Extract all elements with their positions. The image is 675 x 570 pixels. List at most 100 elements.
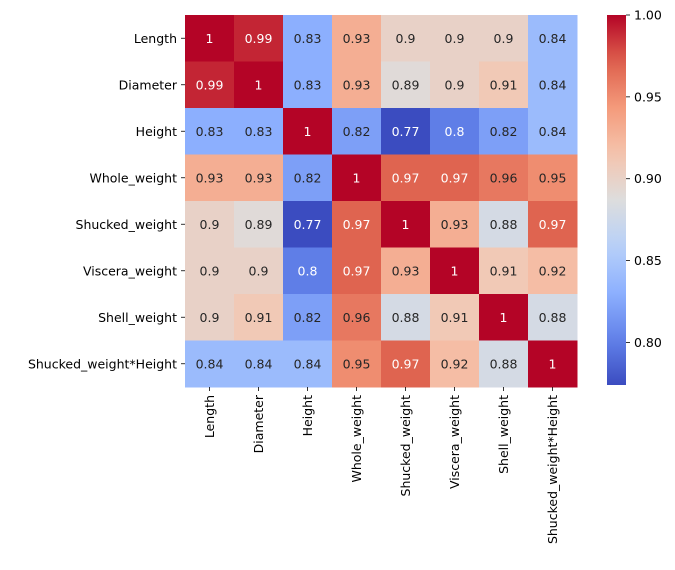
heatmap-cell — [234, 340, 284, 388]
cell-value-label: 0.88 — [392, 310, 420, 325]
colorbar: 0.80 0.85 0.90 0.95 1.00 — [607, 8, 662, 385]
cell-value-label: 0.9 — [200, 263, 220, 278]
heatmap-cell — [479, 201, 529, 248]
heatmap-cell — [430, 154, 480, 202]
cell-value-label: 0.82 — [343, 124, 371, 139]
row-label: Shell_weight — [98, 310, 177, 325]
column-label: Viscera_weight — [447, 395, 462, 489]
column-label: Diameter — [251, 394, 266, 453]
cell-value-label: 0.97 — [343, 217, 371, 232]
heatmap-cell — [479, 15, 529, 62]
cell-value-label: 0.88 — [539, 310, 567, 325]
cell-value-label: 0.88 — [490, 356, 518, 371]
heatmap-cell — [332, 61, 382, 109]
heatmap-cell — [430, 201, 480, 248]
row-label: Shucked_weight*Height — [28, 356, 177, 371]
cell-value-label: 0.89 — [245, 217, 273, 232]
colorbar-tick-label: 0.95 — [634, 89, 662, 104]
cell-value-label: 0.91 — [490, 77, 518, 92]
heatmap-cell — [283, 154, 333, 202]
cell-value-label: 0.95 — [343, 356, 371, 371]
heatmap-cell — [283, 108, 333, 155]
heatmap-cell — [234, 154, 284, 202]
heatmap-cell — [381, 15, 431, 62]
heatmap-cell — [381, 108, 431, 155]
cell-value-label: 0.97 — [539, 217, 567, 232]
heatmap-cell — [332, 340, 382, 388]
cell-value-label: 0.88 — [490, 217, 518, 232]
heatmap-cell — [185, 201, 235, 248]
cell-value-label: 0.92 — [441, 356, 469, 371]
heatmap-cell — [528, 294, 578, 341]
row-label: Length — [134, 31, 177, 46]
cell-value-label: 0.9 — [445, 77, 465, 92]
cell-value-label: 0.77 — [294, 217, 322, 232]
cell-value-label: 0.97 — [343, 263, 371, 278]
heatmap-cell — [528, 201, 578, 248]
column-label: Height — [300, 395, 315, 436]
cell-value-label: 0.99 — [196, 77, 224, 92]
heatmap-cell — [430, 340, 480, 388]
cell-value-label: 1 — [206, 31, 214, 46]
cell-value-label: 0.93 — [196, 170, 224, 185]
cell-value-label: 0.91 — [245, 310, 273, 325]
heatmap-cell — [528, 108, 578, 155]
cell-value-label: 0.97 — [392, 356, 420, 371]
cell-value-label: 0.82 — [294, 170, 322, 185]
heatmap-cell — [234, 61, 284, 109]
cell-value-label: 0.77 — [392, 124, 420, 139]
heatmap-cell — [381, 154, 431, 202]
heatmap-cell — [381, 247, 431, 295]
cell-value-label: 1 — [500, 310, 508, 325]
colorbar-tick-label: 0.90 — [634, 171, 662, 186]
row-label: Height — [136, 124, 177, 139]
heatmap-cell — [479, 108, 529, 155]
cell-value-label: 0.84 — [196, 356, 224, 371]
cell-value-label: 1 — [353, 170, 361, 185]
heatmap-cell — [283, 247, 333, 295]
cell-value-label: 0.82 — [490, 124, 518, 139]
heatmap-cell — [430, 294, 480, 341]
heatmap-cell — [185, 247, 235, 295]
cell-value-label: 0.93 — [343, 77, 371, 92]
heatmap-cell — [430, 61, 480, 109]
cell-value-label: 0.8 — [445, 124, 465, 139]
row-label: Whole_weight — [90, 170, 178, 185]
cell-value-label: 1 — [304, 124, 312, 139]
heatmap-cell — [528, 247, 578, 295]
colorbar-gradient — [607, 15, 626, 385]
row-labels: Length Diameter Height Whole_weight Shucked_… — [28, 31, 185, 371]
cell-value-label: 0.9 — [200, 310, 220, 325]
heatmap-cell — [185, 15, 235, 62]
cell-value-label: 0.8 — [298, 263, 318, 278]
heatmap-cell — [332, 154, 382, 202]
heatmap-cell — [332, 201, 382, 248]
heatmap-cell — [234, 201, 284, 248]
heatmap-cell — [528, 61, 578, 109]
colorbar-tick-label: 1.00 — [634, 8, 662, 23]
heatmap-cell — [528, 340, 578, 388]
cell-value-label: 1 — [402, 217, 410, 232]
heatmap-cell — [430, 247, 480, 295]
cell-value-label: 0.9 — [249, 263, 269, 278]
heatmap-cell — [479, 61, 529, 109]
column-label: Shell_weight — [496, 395, 511, 474]
column-labels: Length Diameter Height Whole_weight Shucked_… — [202, 387, 560, 544]
heatmap-cell — [185, 108, 235, 155]
cell-value-label: 0.89 — [392, 77, 420, 92]
heatmap-cell — [332, 15, 382, 62]
cell-value-label: 0.93 — [343, 31, 371, 46]
heatmap-cell — [479, 154, 529, 202]
cell-value-label: 0.91 — [441, 310, 469, 325]
cell-value-label: 0.99 — [245, 31, 273, 46]
heatmap-cell — [185, 61, 235, 109]
cell-value-label: 0.96 — [490, 170, 518, 185]
cell-value-label: 0.9 — [396, 31, 416, 46]
heatmap-cell — [430, 15, 480, 62]
cell-value-label: 0.91 — [490, 263, 518, 278]
heatmap-cell — [332, 294, 382, 341]
heatmap-cell — [430, 108, 480, 155]
cell-value-label: 0.84 — [539, 124, 567, 139]
cell-value-label: 0.9 — [494, 31, 514, 46]
heatmap-cell — [283, 294, 333, 341]
